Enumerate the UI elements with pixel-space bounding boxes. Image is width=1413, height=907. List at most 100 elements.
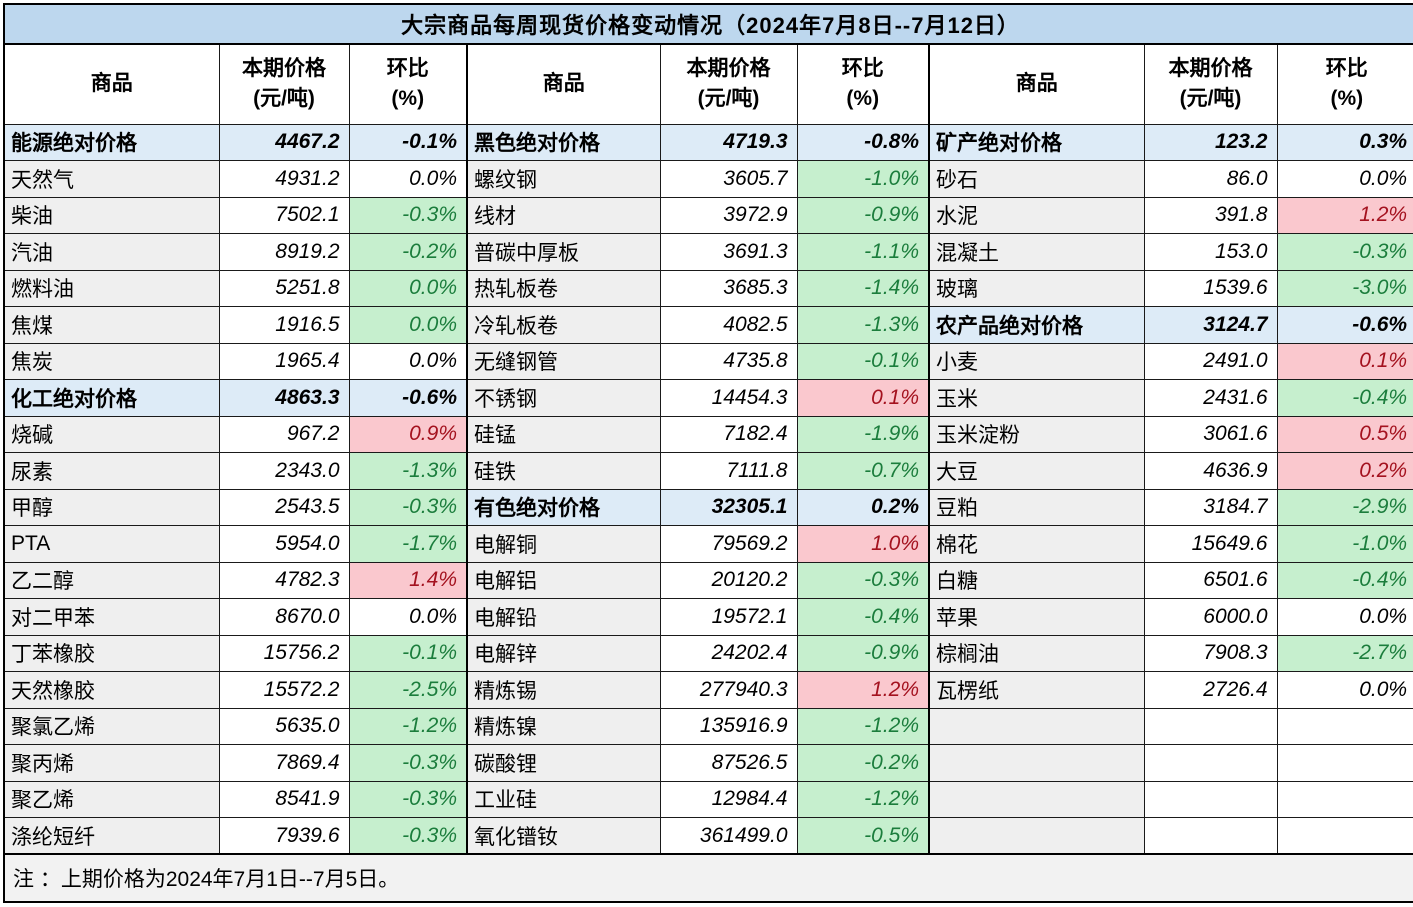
price-cell: 1965.4 [218, 342, 350, 380]
commodity-cell: 豆粕 [928, 488, 1145, 526]
table-row: 聚丙烯 7869.4 -0.3% 碳酸锂 87526.5 -0.2% [3, 744, 1413, 782]
price-cell: 3124.7 [1143, 306, 1278, 344]
table-row: 焦煤 1916.5 0.0% 冷轧板卷 4082.5 -1.3% 农产品绝对价格 3124.7… [3, 306, 1413, 344]
price-cell: 3691.3 [659, 233, 798, 271]
pct-change-cell: -0.4% [1276, 379, 1413, 417]
price-cell: 3685.3 [659, 269, 798, 307]
price-cell: 7908.3 [1143, 634, 1278, 672]
commodity-cell: 无缝钢管 [466, 342, 661, 380]
page-title: 大宗商品每周现货价格变动情况（2024年7月8日--7月12日） [3, 3, 1413, 45]
price-cell [1143, 817, 1278, 855]
col-header-price-line1: 本期价格 [686, 56, 771, 80]
commodity-cell [928, 817, 1145, 855]
commodity-cell: PTA [3, 525, 220, 563]
price-cell: 32305.1 [659, 488, 798, 526]
commodity-cell: 农产品绝对价格 [928, 306, 1145, 344]
price-cell [1143, 780, 1278, 818]
col-header-pct-line2: (%) [391, 87, 425, 111]
col-header-price-line1: 本期价格 [1168, 56, 1253, 80]
pct-change-cell: 0.5% [1276, 415, 1413, 453]
commodity-cell: 电解铜 [466, 525, 661, 563]
pct-change-cell: -2.5% [348, 671, 468, 709]
pct-change-cell: -1.2% [796, 780, 930, 818]
pct-change-cell: 0.0% [1276, 160, 1413, 198]
pct-change-cell: 0.2% [1276, 452, 1413, 490]
price-cell: 277940.3 [659, 671, 798, 709]
footnote-row: 注 ：上期价格为2024年7月1日--7月5日。 [3, 853, 1413, 903]
price-cell: 8670.0 [218, 598, 350, 636]
commodity-cell: 有色绝对价格 [466, 488, 661, 526]
commodity-cell: 大豆 [928, 452, 1145, 490]
pct-change-cell: 1.2% [1276, 196, 1413, 234]
pct-change-cell: -1.3% [348, 452, 468, 490]
commodity-cell: 矿产绝对价格 [928, 123, 1145, 161]
pct-change-cell: 0.1% [1276, 342, 1413, 380]
col-header-price: 本期价格 (元/吨) [659, 43, 798, 125]
price-cell: 86.0 [1143, 160, 1278, 198]
table-row: 柴油 7502.1 -0.3% 线材 3972.9 -0.9% 水泥 391.8 1.2% [3, 196, 1413, 234]
table-row: 甲醇 2543.5 -0.3% 有色绝对价格 32305.1 0.2% 豆粕 3184.7 -2… [3, 488, 1413, 526]
pct-change-cell: 0.1% [796, 379, 930, 417]
col-header-pct: 环比 (%) [796, 43, 930, 125]
price-cell: 2491.0 [1143, 342, 1278, 380]
price-cell [1143, 744, 1278, 782]
price-cell: 6000.0 [1143, 598, 1278, 636]
pct-change-cell [1276, 707, 1413, 745]
commodity-cell: 白糖 [928, 561, 1145, 599]
price-cell: 5251.8 [218, 269, 350, 307]
price-cell: 967.2 [218, 415, 350, 453]
table-row: 能源绝对价格 4467.2 -0.1% 黑色绝对价格 4719.3 -0.8% 矿产绝对价格… [3, 123, 1413, 161]
commodity-cell: 对二甲苯 [3, 598, 220, 636]
pct-change-cell: 0.2% [796, 488, 930, 526]
price-cell: 4082.5 [659, 306, 798, 344]
commodity-cell: 涤纶短纤 [3, 817, 220, 855]
commodity-cell: 棉花 [928, 525, 1145, 563]
pct-change-cell: -0.1% [348, 634, 468, 672]
commodity-cell: 螺纹钢 [466, 160, 661, 198]
col-header-pct-line1: 环比 [1325, 56, 1368, 80]
commodity-cell: 不锈钢 [466, 379, 661, 417]
price-cell: 15649.6 [1143, 525, 1278, 563]
commodity-cell: 焦煤 [3, 306, 220, 344]
pct-change-cell: 0.0% [1276, 671, 1413, 709]
commodity-cell: 普碳中厚板 [466, 233, 661, 271]
table-row: 燃料油 5251.8 0.0% 热轧板卷 3685.3 -1.4% 玻璃 1539.6 -3.0… [3, 269, 1413, 307]
col-header-price: 本期价格 (元/吨) [1143, 43, 1278, 125]
pct-change-cell: -1.2% [796, 707, 930, 745]
col-header-commodity: 商品 [466, 43, 661, 125]
price-cell: 79569.2 [659, 525, 798, 563]
title-row: 大宗商品每周现货价格变动情况（2024年7月8日--7月12日） [3, 3, 1413, 45]
pct-change-cell: 0.9% [348, 415, 468, 453]
pct-change-cell: -0.3% [348, 744, 468, 782]
commodity-cell: 燃料油 [3, 269, 220, 307]
price-cell: 153.0 [1143, 233, 1278, 271]
price-cell: 4719.3 [659, 123, 798, 161]
pct-change-cell: -0.1% [348, 123, 468, 161]
table-row: 天然橡胶 15572.2 -2.5% 精炼锡 277940.3 1.2% 瓦楞纸 2726.4… [3, 671, 1413, 709]
commodity-cell: 玉米 [928, 379, 1145, 417]
table-row: 烧碱 967.2 0.9% 硅锰 7182.4 -1.9% 玉米淀粉 3061.6 0.5% [3, 415, 1413, 453]
pct-change-cell: -2.9% [1276, 488, 1413, 526]
pct-change-cell: -1.0% [1276, 525, 1413, 563]
price-cell: 12984.4 [659, 780, 798, 818]
table-row: 乙二醇 4782.3 1.4% 电解铝 20120.2 -0.3% 白糖 6501.6 -0.4… [3, 561, 1413, 599]
col-header-pct-line2: (%) [1330, 87, 1364, 111]
pct-change-cell: -1.4% [796, 269, 930, 307]
price-cell: 4782.3 [218, 561, 350, 599]
pct-change-cell: 0.0% [348, 342, 468, 380]
commodity-cell: 线材 [466, 196, 661, 234]
price-cell: 4467.2 [218, 123, 350, 161]
commodity-cell: 硅锰 [466, 415, 661, 453]
col-header-pct-line1: 环比 [386, 56, 429, 80]
price-cell: 5954.0 [218, 525, 350, 563]
pct-change-cell: -0.6% [1276, 306, 1413, 344]
pct-change-cell: -1.0% [796, 160, 930, 198]
col-header-pct-line1: 环比 [841, 56, 884, 80]
pct-change-cell: -1.2% [348, 707, 468, 745]
pct-change-cell: 0.3% [1276, 123, 1413, 161]
col-header-price-line2: (元/吨) [253, 87, 315, 111]
pct-change-cell: 0.0% [348, 306, 468, 344]
price-cell: 20120.2 [659, 561, 798, 599]
table-row: 对二甲苯 8670.0 0.0% 电解铅 19572.1 -0.4% 苹果 6000.0 0.0… [3, 598, 1413, 636]
